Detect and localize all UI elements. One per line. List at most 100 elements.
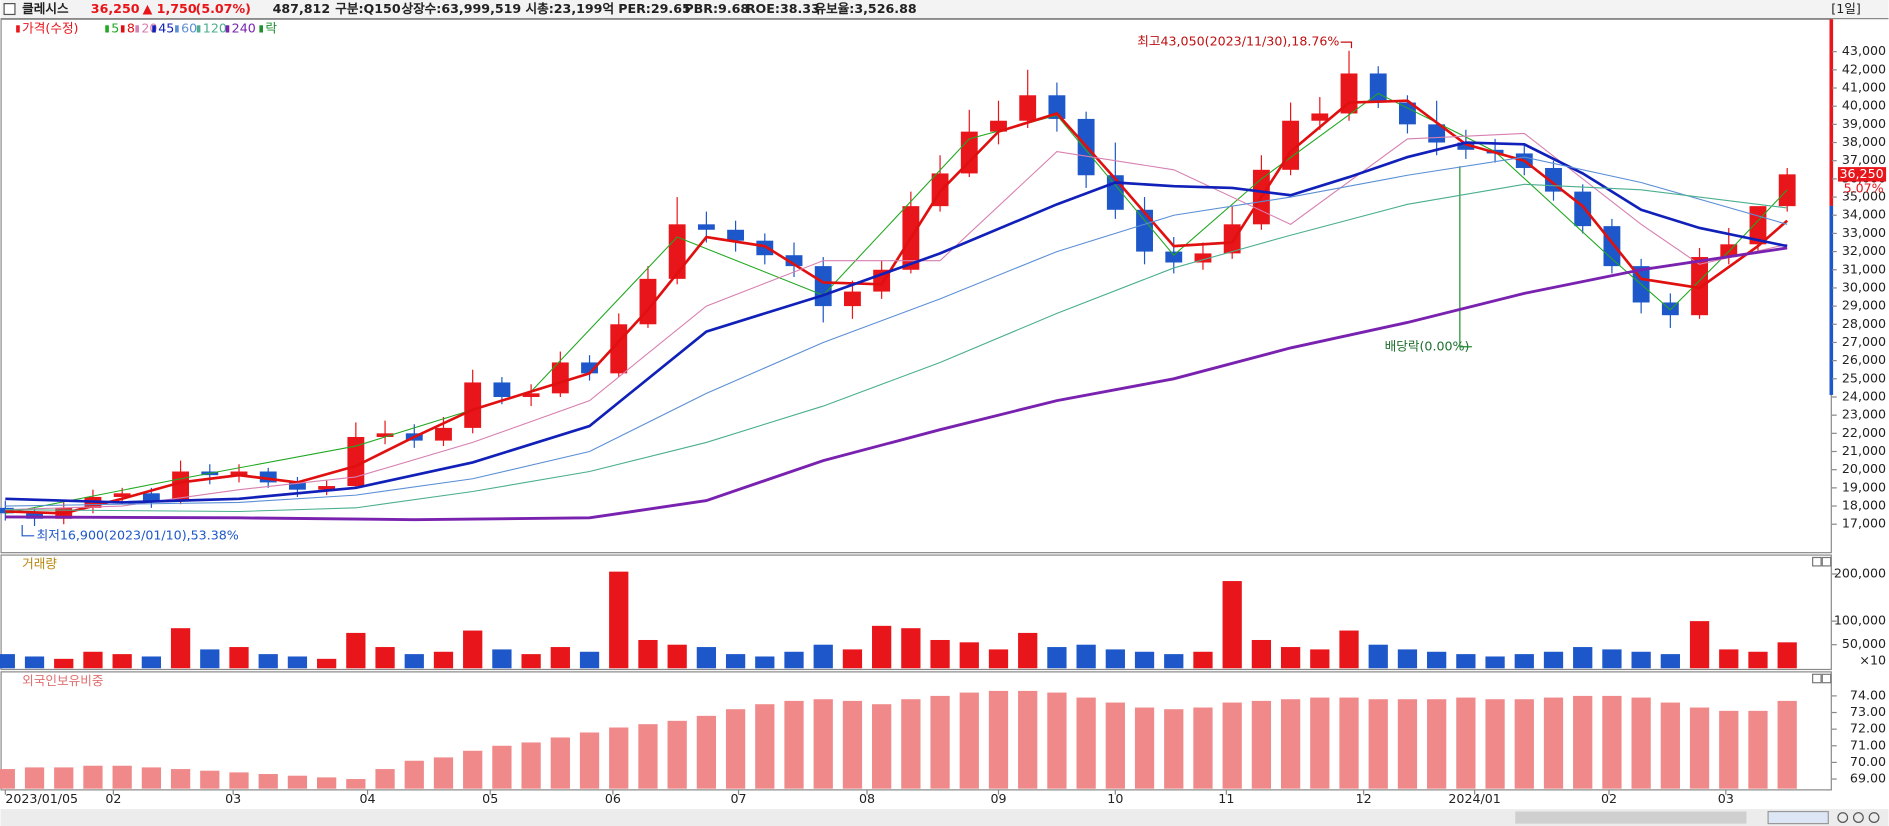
button[interactable] [1812, 556, 1822, 567]
stock-name: 클레시스 [22, 1, 69, 16]
foreign-ratio-bar [1047, 692, 1067, 789]
volume-bar [404, 654, 424, 669]
volume-bar [1076, 644, 1096, 669]
volume-bar [579, 651, 600, 669]
candle-body [1311, 113, 1329, 121]
zoom-slider[interactable] [1767, 810, 1829, 825]
candle-body [1019, 95, 1037, 121]
x-tick-label: 02 [1601, 791, 1617, 806]
legend-label: 240 [232, 20, 256, 35]
axis-bar-down [1829, 205, 1834, 395]
foreign-ratio-bar [404, 760, 424, 789]
volume-bar [1602, 649, 1622, 669]
candle-body [288, 482, 306, 490]
volume-bar [609, 571, 629, 669]
foreign-ratio-bar [1280, 699, 1301, 789]
header-field: ROE:38.33 [746, 1, 820, 16]
foreign-ratio-bar [667, 720, 687, 789]
foreign-ratio-bar [1573, 695, 1593, 789]
foreign-ratio-bar [901, 699, 921, 789]
foreign-ratio-bar [1018, 690, 1038, 789]
candle-body [347, 436, 365, 487]
y-tick-label: 73.00 [1850, 704, 1886, 719]
volume-bar [1485, 656, 1505, 669]
foreign-ratio-bar [1602, 695, 1622, 789]
high-annotation: 최고43,050(2023/11/30),18.76% [1137, 34, 1339, 49]
y-tick-label: 22,000 [1842, 425, 1886, 440]
scroll-thumb[interactable] [1515, 811, 1747, 824]
foreign-ratio-bar [1748, 710, 1768, 789]
foreign-ratio-bar [1339, 697, 1359, 789]
volume-bar [696, 647, 717, 669]
volume-bar [1222, 581, 1242, 669]
x-tick-label: 11 [1218, 791, 1234, 806]
volume-bar [317, 658, 337, 669]
volume-bar [1689, 621, 1710, 669]
moving-average [5, 92, 1788, 514]
volume-panel [0, 554, 1832, 671]
foreign-ratio-bar [521, 742, 541, 789]
x-tick-label: 2023/01/05 [5, 791, 78, 806]
volume-bar [141, 656, 162, 669]
volume-bar [492, 649, 512, 669]
y-tick-label: 34,000 [1842, 207, 1886, 222]
volume-bar [784, 651, 804, 669]
candle-body [435, 427, 452, 441]
candle-body [581, 362, 598, 374]
dividend-line [1459, 166, 1472, 348]
candle-body [142, 493, 160, 501]
zoom-button[interactable] [1837, 812, 1849, 823]
button[interactable] [1821, 556, 1832, 567]
foreign-ratio-bar [200, 770, 220, 789]
y-tick-label: 32,000 [1842, 243, 1886, 258]
candle-body [551, 362, 569, 394]
candle-body [697, 224, 715, 230]
foreign-ratio-bar [463, 750, 483, 789]
zoom-button[interactable] [1852, 812, 1864, 823]
candle-body [1165, 251, 1183, 263]
foreign-ratio-bar [492, 745, 512, 789]
legend-swatch [16, 25, 20, 33]
price: 36,250 [91, 1, 140, 16]
moving-average [5, 183, 1788, 513]
button[interactable] [1821, 673, 1832, 684]
volume-bar [1543, 651, 1564, 669]
header-icon[interactable] [3, 3, 16, 16]
foreign-ratio-bar [609, 727, 629, 789]
x-tick-label: 04 [359, 791, 375, 806]
candle-body [1223, 224, 1241, 254]
foreign-ratio-bar [1164, 709, 1184, 789]
period[interactable]: [1일] [1831, 1, 1861, 16]
volume-bar [1134, 651, 1155, 669]
foreign-ratio-bar [1222, 702, 1242, 789]
x-tick-label: 05 [482, 791, 498, 806]
x-tick-label: 02 [105, 791, 121, 806]
volume-bar [258, 654, 278, 669]
x-tick-label: 08 [859, 791, 875, 806]
foreign-ratio-bar [1251, 700, 1272, 789]
foreign-ratio-bar [1689, 707, 1710, 789]
volume-bar [346, 632, 366, 669]
foreign-ratio-bar [1514, 699, 1534, 789]
scrollbar[interactable] [0, 809, 1889, 826]
volume-bar [1105, 649, 1125, 669]
foreign-ratio-bar [755, 704, 775, 789]
volume-bar [0, 654, 15, 669]
candle-body [1399, 102, 1416, 125]
button[interactable] [1812, 673, 1822, 684]
low-annotation: 최저16,900(2023/01/10),53.38% [37, 527, 239, 542]
volume-bar [550, 647, 570, 669]
volume-bar [287, 656, 308, 669]
zoom-button[interactable] [1868, 812, 1880, 823]
candle-body [1194, 253, 1212, 263]
volume-bar [1777, 642, 1797, 669]
foreign-ratio-bar [1660, 702, 1680, 789]
x-tick-label: 03 [1718, 791, 1734, 806]
candle-body [756, 240, 774, 256]
y-tick-label: 27,000 [1842, 334, 1886, 349]
header-field: 유보율:3,526.88 [814, 1, 916, 16]
y-tick-label: 38,000 [1842, 134, 1886, 149]
y-tick-label: 72.00 [1850, 721, 1886, 736]
volume-bar [930, 639, 950, 669]
volume-bar [229, 647, 249, 669]
